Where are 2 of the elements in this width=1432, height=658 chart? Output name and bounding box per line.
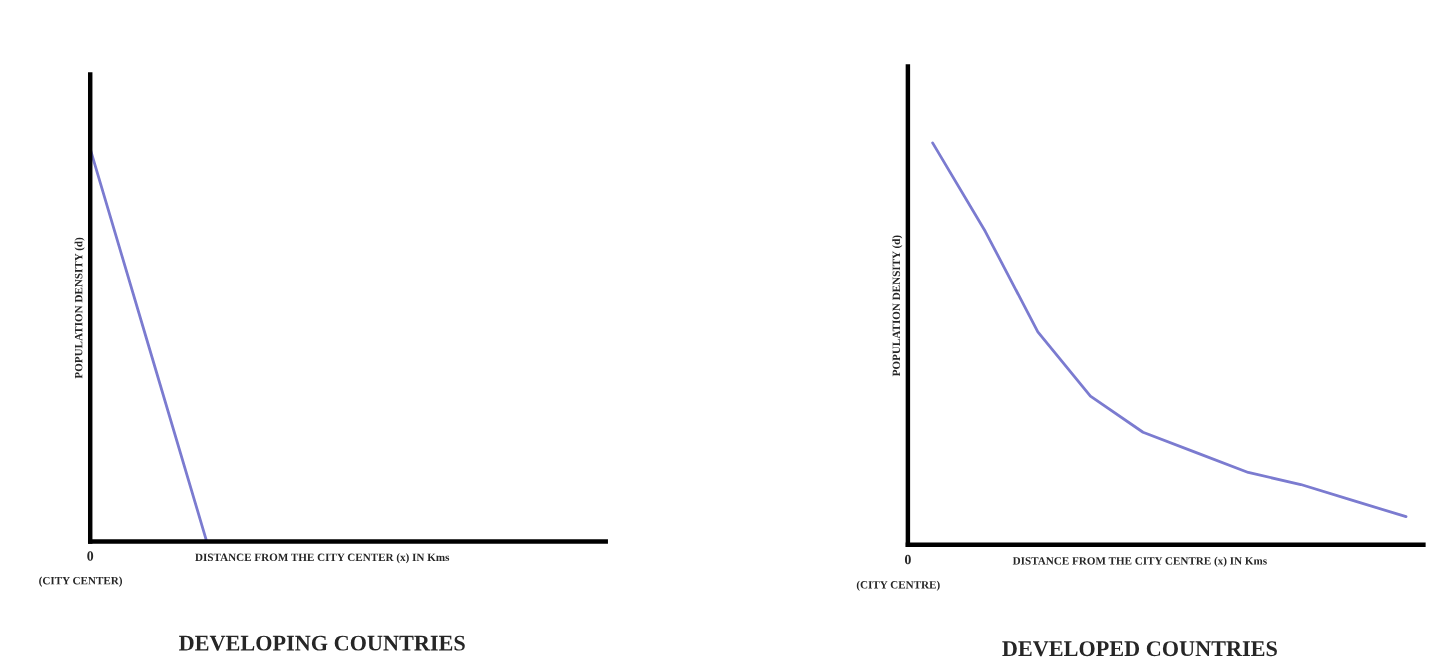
text: DEVELOPING COUNTRIES [179,635,465,651]
text: DEVELOPED COUNTRIES [1002,641,1277,657]
